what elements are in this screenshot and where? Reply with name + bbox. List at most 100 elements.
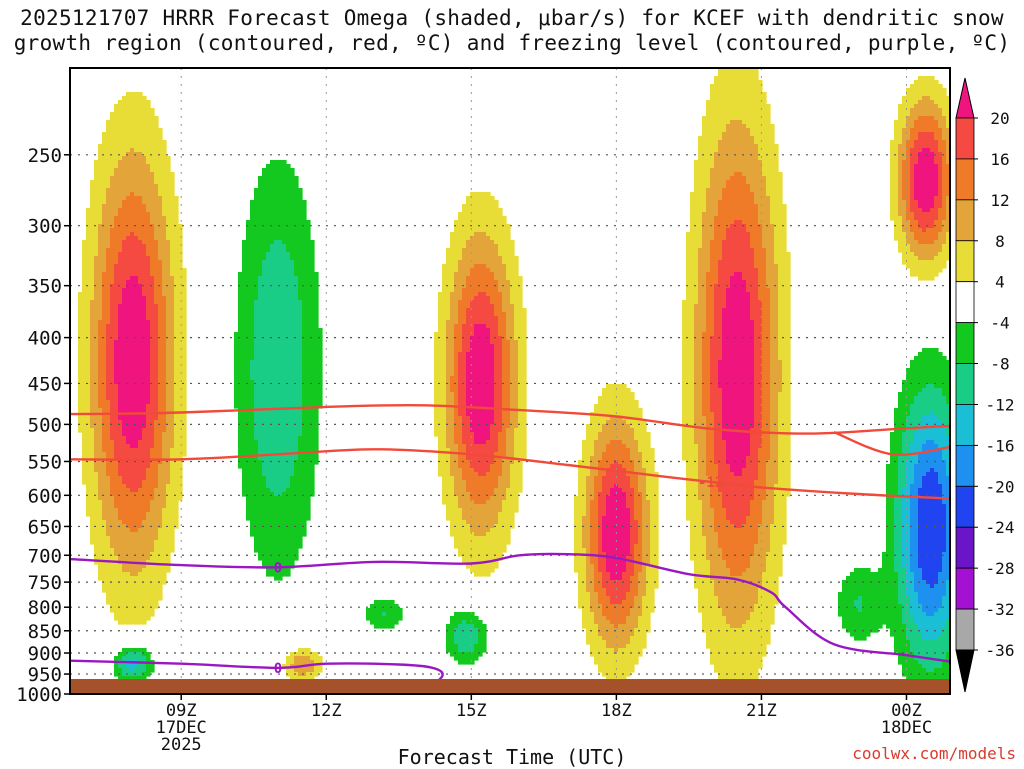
omega-cell	[446, 260, 459, 265]
omega-cell	[762, 364, 771, 369]
omega-cell	[258, 552, 299, 557]
omega-cell	[730, 284, 747, 289]
omega-cell	[906, 624, 919, 629]
omega-cell	[686, 484, 699, 489]
omega-cell	[910, 548, 919, 553]
omega-cell	[946, 540, 950, 545]
omega-cell	[890, 436, 903, 441]
omega-cell	[434, 356, 447, 361]
omega-cell	[442, 280, 455, 285]
omega-cell	[590, 532, 599, 537]
omega-cell	[490, 436, 499, 441]
omega-cell	[446, 384, 451, 389]
omega-cell	[910, 532, 919, 537]
omega-cell	[850, 572, 899, 577]
omega-cell	[458, 660, 475, 665]
omega-cell	[894, 544, 903, 549]
omega-cell	[762, 308, 771, 313]
omega-cell	[498, 244, 515, 249]
omega-cell	[158, 240, 171, 245]
omega-cell	[862, 596, 899, 601]
omega-cell	[682, 444, 699, 449]
omega-cell	[498, 476, 511, 481]
x-tick-label: 00Z	[891, 701, 922, 721]
omega-cell	[754, 320, 763, 325]
omega-cell	[494, 308, 503, 313]
omega-cell	[650, 552, 659, 557]
omega-cell	[694, 372, 703, 377]
omega-cell	[914, 616, 950, 621]
y-tick-label: 700	[28, 545, 62, 567]
omega-cell	[98, 376, 107, 381]
omega-cell	[510, 380, 519, 385]
omega-cell	[478, 636, 487, 641]
omega-cell	[438, 456, 451, 461]
omega-cell	[82, 444, 95, 449]
omega-cell	[754, 392, 763, 397]
omega-cell	[770, 340, 779, 345]
omega-cell	[698, 604, 719, 609]
omega-cell	[698, 444, 707, 449]
omega-cell	[590, 540, 599, 545]
omega-cell	[690, 556, 707, 561]
omega-cell	[586, 488, 595, 493]
omega-cell	[918, 552, 943, 557]
omega-cell	[78, 428, 95, 433]
omega-cell	[94, 272, 103, 277]
omega-cell	[166, 500, 179, 505]
omega-cell	[906, 568, 911, 573]
omega-cell	[682, 412, 695, 417]
omega-cell	[106, 328, 119, 333]
omega-cell	[106, 264, 115, 269]
omega-cell	[642, 496, 647, 501]
omega-cell	[166, 412, 175, 417]
omega-cell	[694, 348, 703, 353]
omega-cell	[234, 340, 255, 345]
omega-cell	[842, 624, 883, 629]
omega-cell	[506, 324, 515, 329]
omega-cell	[710, 176, 731, 181]
omega-cell	[710, 96, 767, 101]
colorbar-label: -36	[986, 641, 1015, 660]
omega-cell	[742, 468, 759, 473]
omega-cell	[90, 408, 103, 413]
omega-cell	[610, 572, 623, 577]
omega-cell	[770, 308, 779, 313]
omega-cell	[630, 540, 639, 545]
omega-cell	[150, 332, 159, 337]
omega-cell	[438, 464, 451, 469]
omega-cell	[718, 476, 759, 481]
omega-cell	[138, 528, 159, 533]
omega-cell	[630, 480, 639, 485]
omega-cell	[634, 564, 643, 569]
x-tick-label: 12Z	[311, 701, 342, 721]
omega-cell	[762, 388, 771, 393]
omega-cell	[238, 308, 255, 313]
omega-cell	[466, 404, 495, 409]
omega-cell	[702, 220, 715, 225]
omega-cell	[98, 356, 107, 361]
omega-cell	[502, 352, 511, 357]
omega-cell	[754, 332, 763, 337]
omega-cell	[254, 396, 303, 401]
omega-cell	[754, 608, 775, 613]
omega-cell	[706, 468, 719, 473]
omega-cell	[510, 352, 519, 357]
omega-cell	[714, 228, 727, 233]
omega-cell	[106, 468, 119, 473]
omega-cell	[710, 396, 723, 401]
omega-cell	[122, 244, 147, 249]
omega-cell	[238, 448, 259, 453]
omega-cell	[250, 376, 303, 381]
omega-cell	[150, 220, 167, 225]
omega-cell	[174, 388, 187, 393]
omega-cell	[82, 480, 99, 485]
omega-cell	[686, 248, 699, 253]
omega-cell	[238, 316, 255, 321]
omega-cell	[694, 440, 707, 445]
omega-cell	[894, 136, 903, 141]
omega-cell	[694, 584, 715, 589]
source-credit[interactable]: coolwx.com/models	[852, 744, 1016, 763]
omega-cell	[114, 168, 151, 173]
omega-cell	[910, 188, 915, 193]
